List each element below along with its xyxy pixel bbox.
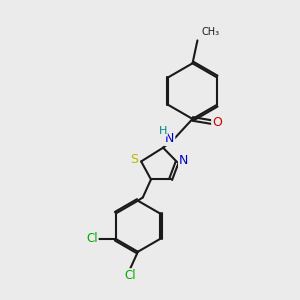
Text: H: H <box>159 126 167 136</box>
Text: Cl: Cl <box>124 269 136 282</box>
Text: N: N <box>165 132 174 145</box>
Text: O: O <box>212 116 222 129</box>
Text: Cl: Cl <box>86 232 98 245</box>
Text: S: S <box>130 153 138 166</box>
Text: CH₃: CH₃ <box>201 27 220 37</box>
Text: N: N <box>179 154 188 167</box>
